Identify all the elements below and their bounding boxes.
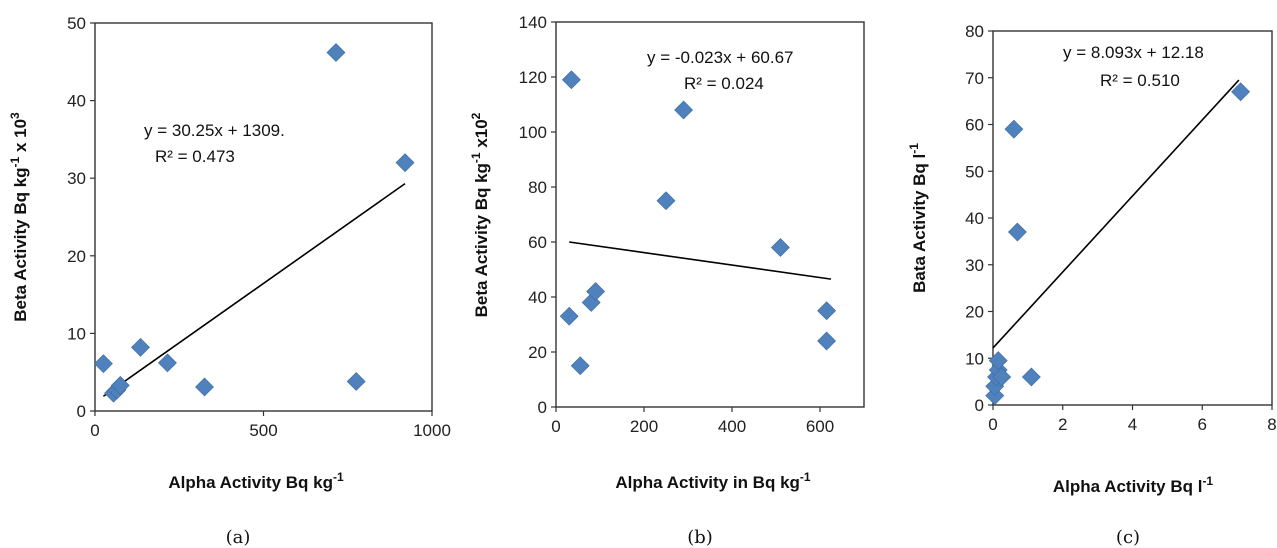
y-tick-label-b-0: 0 — [538, 398, 547, 417]
y-tick-label-c-2: 20 — [965, 303, 984, 322]
data-point-a-5 — [158, 353, 177, 373]
data-point-a-7 — [326, 43, 346, 62]
y-tick-label-b-4: 80 — [528, 178, 547, 197]
x-tick-label-c-2: 4 — [1128, 415, 1137, 434]
x-axis-title-a: Alpha Activity Bq kg-1 — [168, 470, 344, 492]
data-point-c-9 — [1231, 82, 1251, 102]
data-point-b-4 — [586, 282, 606, 301]
y-tick-label-b-6: 120 — [519, 68, 547, 87]
data-point-a-3 — [110, 375, 130, 395]
trendline-b — [569, 241, 832, 280]
y-axis-title-a: Beta Activity Bq kg-1 x 103 — [8, 112, 30, 322]
chart-c: 0 10 20 30 40 50 60 70 80 0 2 4 6 8 y = 8.093x + 12.… — [907, 22, 1277, 548]
data-point-a-6 — [195, 377, 214, 397]
r2-a: R² = 0.473 — [155, 147, 235, 166]
y-tick-label-c-5: 50 — [965, 162, 984, 181]
data-point-c-7 — [1007, 222, 1027, 242]
data-point-a-8 — [346, 372, 366, 391]
x-tick-label-b-1: 200 — [630, 417, 658, 436]
equation-a: y = 30.25x + 1309. — [144, 121, 285, 140]
y-tick-label-b-1: 20 — [528, 343, 547, 362]
data-point-b-0 — [561, 70, 581, 90]
data-point-b-1 — [559, 306, 579, 326]
y-tick-label-c-8: 80 — [965, 22, 984, 41]
y-ticks-c: 0 10 20 30 40 50 60 70 80 — [965, 22, 993, 415]
y-tick-label-a-1: 10 — [67, 324, 86, 343]
panel-label-b: (b) — [687, 527, 713, 548]
data-point-c-8 — [1021, 367, 1041, 387]
y-tick-label-a-3: 30 — [67, 169, 86, 188]
y-tick-label-a-0: 0 — [77, 402, 86, 421]
x-tick-label-c-1: 2 — [1058, 415, 1067, 434]
data-point-c-4 — [988, 351, 1008, 371]
y-ticks-b: 0 20 40 60 80 100 120 140 — [519, 13, 556, 417]
y-tick-label-c-6: 60 — [965, 116, 984, 135]
data-point-a-9 — [395, 153, 415, 173]
x-axis-title-b: Alpha Activity in Bq kg-1 — [615, 470, 811, 492]
y-tick-label-c-1: 10 — [965, 349, 984, 368]
data-point-b-2 — [570, 356, 590, 376]
x-ticks-a: 0 500 1000 — [90, 411, 451, 440]
y-tick-label-a-2: 20 — [67, 247, 86, 266]
markers-a — [94, 43, 415, 403]
x-tick-label-b-2: 400 — [718, 417, 746, 436]
x-tick-label-a-2: 1000 — [413, 421, 451, 440]
x-tick-label-c-3: 6 — [1198, 415, 1207, 434]
r2-c: R² = 0.510 — [1100, 71, 1180, 90]
data-point-a-4 — [131, 337, 150, 357]
y-tick-label-b-3: 60 — [528, 233, 547, 252]
x-axis-title-c: Alpha Activity Bq l-1 — [1053, 474, 1214, 496]
data-point-c-6 — [1004, 119, 1024, 139]
chart-b: 0 20 40 60 80 100 120 140 0 200 400 600 y = -0.023… — [469, 13, 865, 548]
data-point-b-7 — [770, 238, 790, 257]
markers-b — [559, 70, 837, 376]
x-tick-label-a-0: 0 — [90, 421, 99, 440]
equation-c: y = 8.093x + 12.18 — [1063, 43, 1204, 62]
y-axis-title-b: Beta Activity Bq kg-1 x102 — [469, 112, 491, 317]
plot-frame-a — [94, 22, 433, 412]
x-ticks-b: 0 200 400 600 — [551, 407, 834, 436]
data-point-b-5 — [656, 191, 676, 211]
y-tick-label-c-4: 40 — [965, 209, 984, 228]
trendline-a — [102, 182, 406, 397]
x-tick-label-b-0: 0 — [551, 417, 560, 436]
panel-label-c: (c) — [1116, 527, 1140, 548]
equation-b: y = -0.023x + 60.67 — [647, 48, 794, 67]
x-ticks-c: 0 2 4 6 8 — [988, 405, 1277, 434]
y-ticks-a: 0 10 20 30 40 50 — [67, 14, 95, 421]
y-tick-label-c-3: 30 — [965, 256, 984, 275]
r2-b: R² = 0.024 — [684, 74, 764, 93]
y-axis-title-c: Bata Activity Bq l-1 — [907, 143, 929, 293]
y-tick-label-b-7: 140 — [519, 13, 547, 32]
data-point-c-5 — [992, 367, 1012, 387]
y-tick-label-a-5: 50 — [67, 14, 86, 33]
data-point-b-6 — [674, 100, 694, 120]
panel-label-a: (a) — [226, 527, 251, 548]
plot-frame-b — [555, 21, 865, 408]
y-tick-label-c-0: 0 — [975, 396, 984, 415]
y-tick-label-a-4: 40 — [67, 92, 86, 111]
y-tick-label-b-5: 100 — [519, 123, 547, 142]
data-point-b-8 — [817, 301, 837, 321]
data-point-a-0 — [94, 354, 113, 374]
markers-c — [985, 82, 1251, 406]
trendline-c — [992, 79, 1240, 349]
data-point-b-9 — [817, 331, 837, 351]
x-tick-label-c-0: 0 — [988, 415, 997, 434]
x-tick-label-c-4: 8 — [1267, 415, 1276, 434]
y-tick-label-c-7: 70 — [965, 69, 984, 88]
x-tick-label-a-1: 500 — [249, 421, 277, 440]
y-tick-label-b-2: 40 — [528, 288, 547, 307]
x-tick-label-b-3: 600 — [806, 417, 834, 436]
